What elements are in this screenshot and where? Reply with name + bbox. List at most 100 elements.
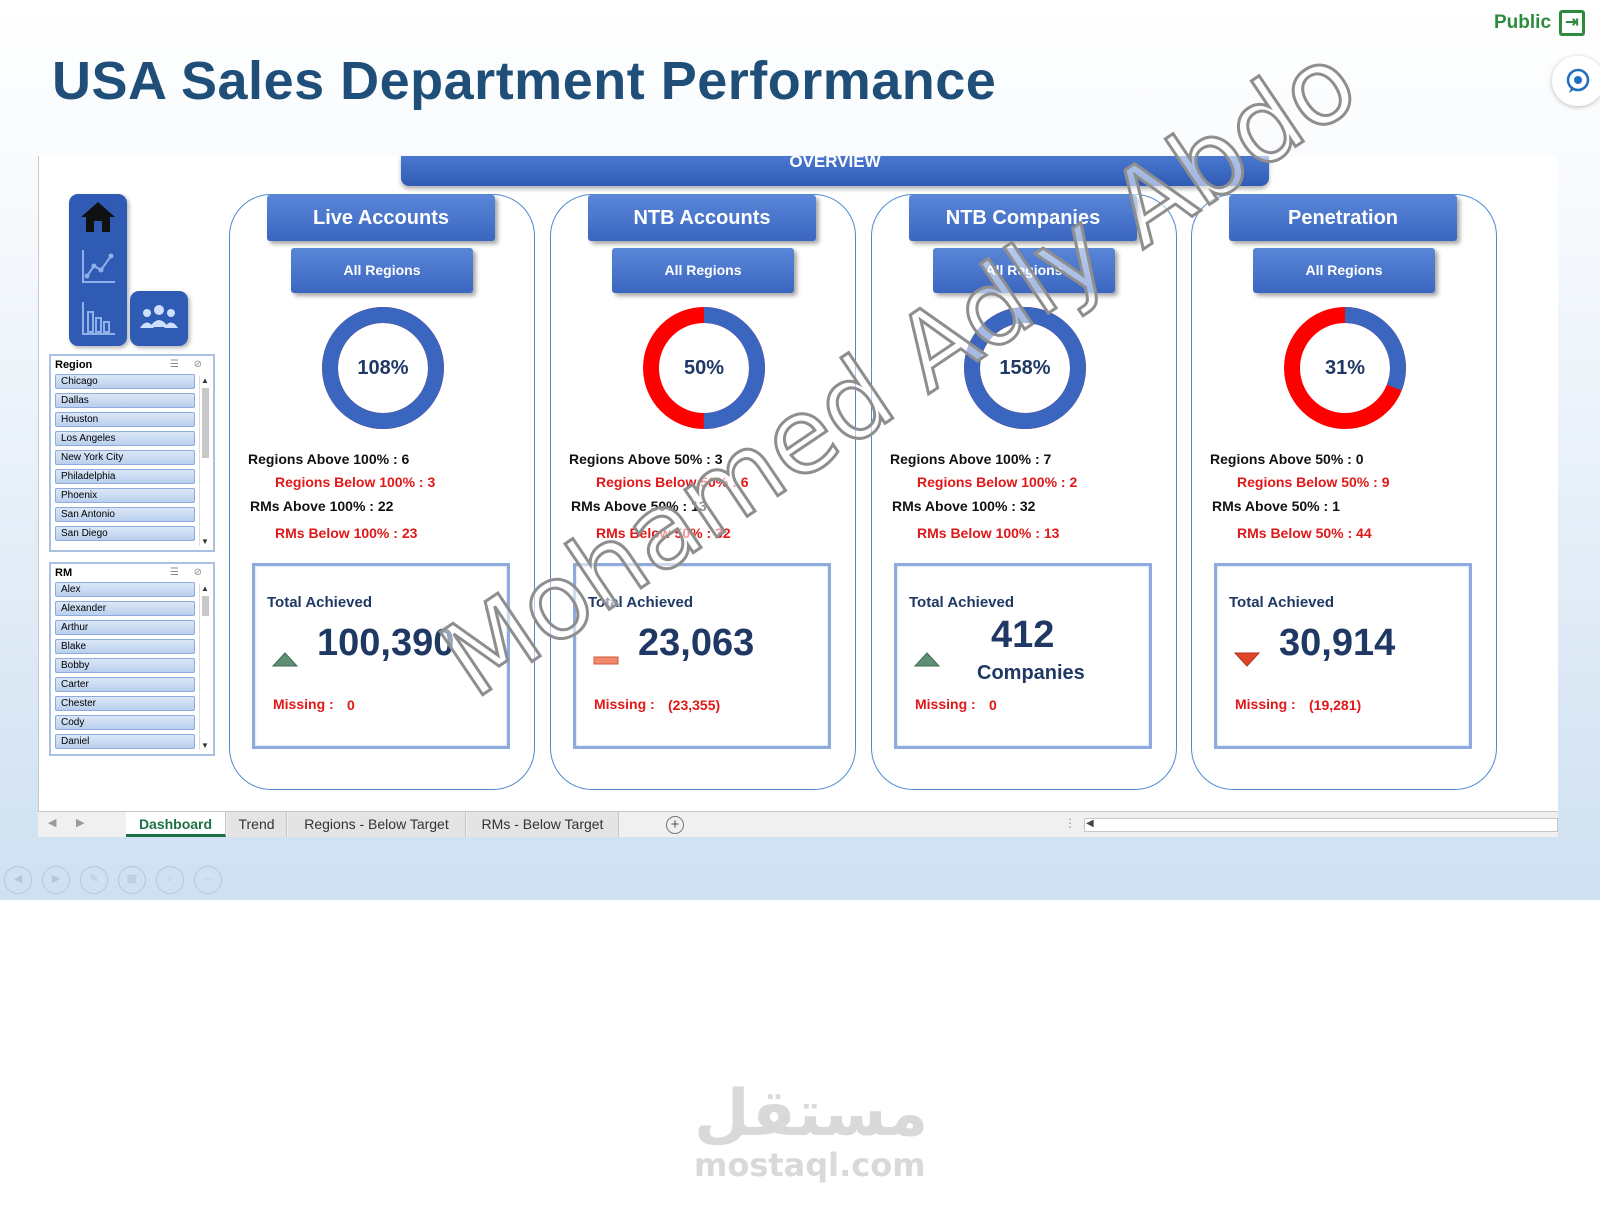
next-icon[interactable]: ▶: [42, 866, 70, 894]
tab-splitter[interactable]: ⋮: [1064, 816, 1076, 830]
excel-sheet: OVERVIEW: [38, 153, 1558, 811]
tab-trend[interactable]: Trend: [227, 812, 287, 837]
kpi-card: Live Accounts All Regions 108% Regions Abov…: [229, 194, 535, 790]
total-achieved-box: Total Achieved 100,390 Missing : 0: [252, 563, 510, 749]
region-filter-button[interactable]: All Regions: [612, 248, 794, 293]
people-nav-button[interactable]: [130, 291, 188, 346]
slicer-item[interactable]: Los Angeles: [55, 431, 195, 446]
slicer-item[interactable]: Alexander: [55, 601, 195, 616]
more-options-icon[interactable]: ⋯: [194, 866, 222, 894]
missing-value: 0: [989, 697, 997, 713]
kpi-card: Penetration All Regions 31% Regions Above 5…: [1191, 194, 1497, 790]
donut-progress: [322, 307, 444, 429]
total-achieved-label: Total Achieved: [267, 594, 373, 611]
slicer-item[interactable]: Chicago: [55, 374, 195, 389]
donut-percent: 158%: [999, 357, 1051, 379]
stat-line: RMs Below 100% : 13: [917, 525, 1060, 541]
slicer-scrollbar[interactable]: ▲ ▼: [199, 584, 210, 750]
missing-label: Missing :: [594, 696, 655, 712]
card-title[interactable]: Penetration: [1229, 195, 1457, 241]
slicer-title: RM: [55, 567, 73, 579]
trend-up-icon: [271, 652, 299, 667]
total-achieved-box: Total Achieved 412 Companies Missing : 0: [894, 563, 1152, 749]
tab-scroll-right-icon[interactable]: ▶: [76, 817, 85, 829]
add-sheet-button[interactable]: +: [666, 816, 684, 834]
scroll-up-icon[interactable]: ▲: [201, 376, 209, 385]
scroll-thumb[interactable]: [202, 388, 209, 458]
tab-regions-below-target[interactable]: Regions - Below Target: [288, 812, 466, 837]
total-achieved-box: Total Achieved 23,063 Missing : (23,355): [573, 563, 831, 749]
card-title[interactable]: NTB Accounts: [588, 195, 816, 241]
progress-donut: [1284, 307, 1406, 429]
slicer-item[interactable]: Cody: [55, 715, 195, 730]
previous-icon[interactable]: ◀: [4, 866, 32, 894]
zoom-icon[interactable]: ⌕: [156, 866, 184, 894]
mostaql-logo-arabic: مستقل: [694, 1077, 929, 1151]
slides-grid-icon[interactable]: ▦: [118, 866, 146, 894]
slicer-item[interactable]: Dallas: [55, 393, 195, 408]
donut-progress: [964, 307, 1086, 429]
rm-slicer: RM ☰ ⊘ Alex Alexander Arthur Blake Bobby …: [49, 562, 215, 756]
public-label[interactable]: Public: [1494, 12, 1552, 33]
tab-rms-below-target[interactable]: RMs - Below Target: [467, 812, 619, 837]
kpi-card: NTB Accounts All Regions 50% Regions Above …: [550, 194, 856, 790]
pen-icon[interactable]: ✎: [80, 866, 108, 894]
horizontal-scrollbar[interactable]: [1084, 818, 1558, 832]
region-filter-button[interactable]: All Regions: [933, 248, 1115, 293]
line-chart-icon[interactable]: [79, 248, 117, 286]
scroll-down-icon[interactable]: ▼: [201, 537, 209, 546]
missing-label: Missing :: [273, 696, 334, 712]
slicer-item[interactable]: Carter: [55, 677, 195, 692]
trend-up-icon: [913, 652, 941, 667]
stat-line: Regions Below 50% : 9: [1237, 474, 1390, 490]
donut-percent: 31%: [1324, 357, 1366, 379]
total-achieved-value: 100,390: [317, 622, 455, 664]
slicer-item[interactable]: Houston: [55, 412, 195, 427]
slicer-item[interactable]: Alex: [55, 582, 195, 597]
slicer-scrollbar[interactable]: ▲ ▼: [199, 376, 210, 546]
chat-bubble-icon: [1566, 68, 1590, 93]
total-achieved-value: 412: [991, 614, 1055, 656]
stat-line: RMs Above 50% : 13: [571, 498, 707, 514]
slicer-item[interactable]: Philadelphia: [55, 469, 195, 484]
stat-line: RMs Below 50% : 44: [1237, 525, 1372, 541]
stat-line: Regions Above 100% : 6: [248, 451, 410, 467]
slicer-item[interactable]: Phoenix: [55, 488, 195, 503]
region-filter-button[interactable]: All Regions: [291, 248, 473, 293]
slicer-title: Region: [55, 359, 93, 371]
slicer-item[interactable]: San Antonio: [55, 507, 195, 522]
slicer-item[interactable]: Blake: [55, 639, 195, 654]
card-title[interactable]: Live Accounts: [267, 195, 495, 241]
donut-percent: 50%: [683, 357, 725, 379]
trend-down-icon: [1233, 652, 1261, 667]
region-filter-button[interactable]: All Regions: [1253, 248, 1435, 293]
donut-progress: [1284, 307, 1406, 429]
slicer-item[interactable]: New York City: [55, 450, 195, 465]
scroll-down-icon[interactable]: ▼: [201, 741, 209, 750]
stat-line: Regions Below 50% : 6: [596, 474, 749, 490]
slicer-item[interactable]: Chester: [55, 696, 195, 711]
tab-dashboard[interactable]: Dashboard: [126, 812, 226, 837]
slicer-item[interactable]: Daniel: [55, 734, 195, 749]
scroll-up-icon[interactable]: ▲: [201, 584, 209, 593]
chat-button[interactable]: [1552, 56, 1600, 106]
slicer-item[interactable]: San Diego: [55, 526, 195, 541]
overview-header: OVERVIEW: [401, 153, 1269, 186]
people-icon: [140, 305, 178, 328]
card-title[interactable]: NTB Companies: [909, 195, 1137, 241]
slicer-controls[interactable]: ☰ ⊘: [169, 359, 208, 370]
total-achieved-unit: Companies: [977, 662, 1085, 684]
scroll-thumb[interactable]: [202, 596, 209, 616]
scroll-left-icon[interactable]: ◀: [1086, 818, 1094, 829]
home-icon[interactable]: [79, 200, 117, 234]
slicer-controls[interactable]: ☰ ⊘: [169, 567, 208, 578]
exit-door-icon[interactable]: ⇥: [1559, 10, 1585, 36]
missing-label: Missing :: [915, 696, 976, 712]
slicer-item[interactable]: Arthur: [55, 620, 195, 635]
slicer-item[interactable]: Bobby: [55, 658, 195, 673]
bar-chart-icon[interactable]: [79, 300, 117, 338]
total-achieved-label: Total Achieved: [909, 594, 1015, 611]
tab-scroll-left-icon[interactable]: ◀: [48, 817, 57, 829]
stat-line: Regions Above 50% : 0: [1210, 451, 1364, 467]
missing-value: (23,355): [668, 697, 721, 713]
